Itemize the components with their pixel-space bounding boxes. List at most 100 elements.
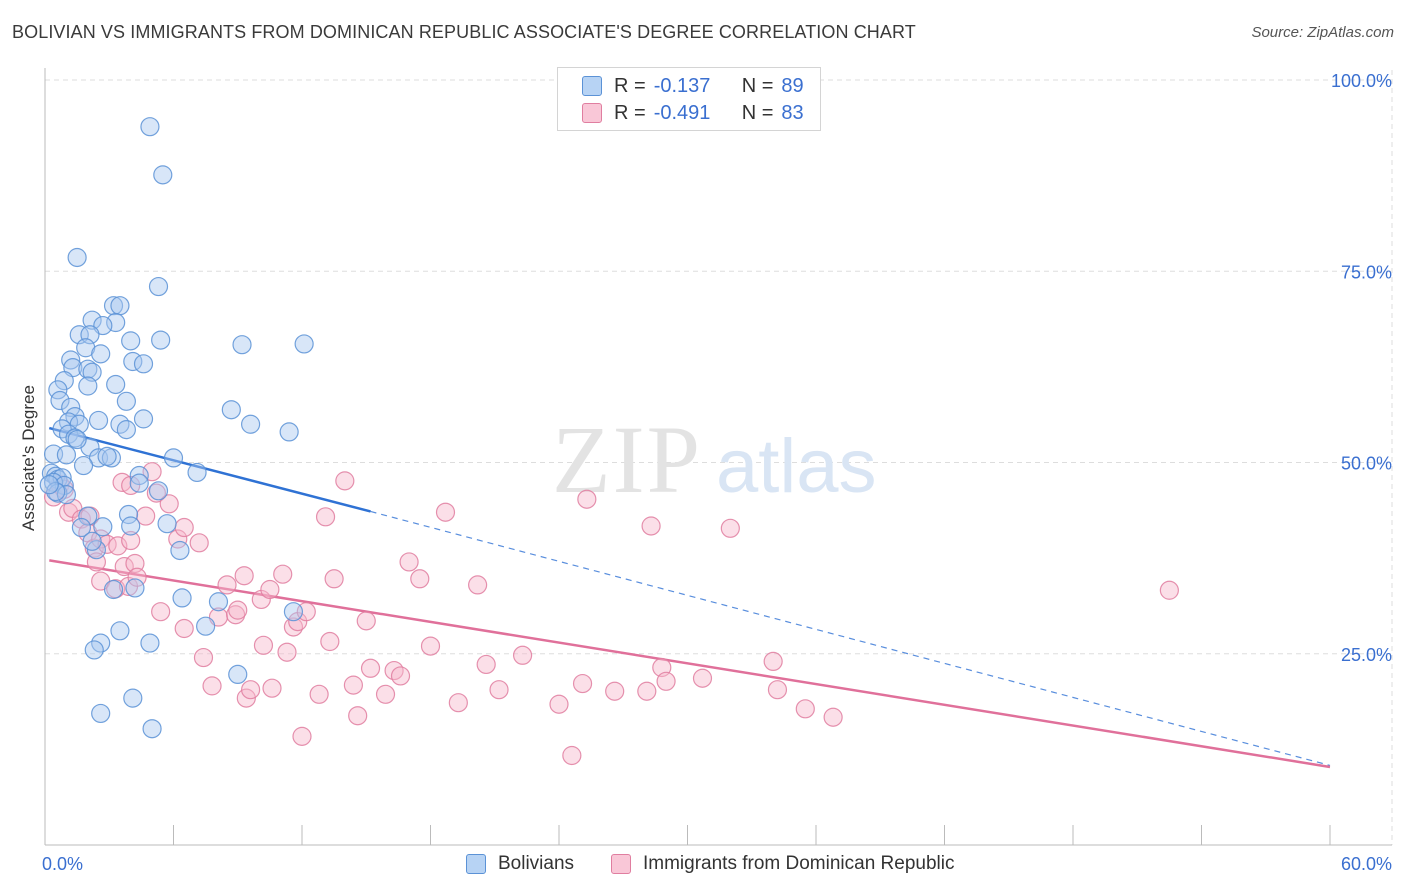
data-point-dominican <box>720 518 740 538</box>
data-point-dominican <box>277 642 297 662</box>
trend-line-dominican <box>49 559 1331 769</box>
data-point-dominican <box>1159 580 1179 600</box>
y-tick-label: 25.0% <box>1341 645 1392 665</box>
data-point-bolivian <box>67 429 87 450</box>
data-point-bolivian <box>103 296 124 316</box>
data-point-bolivian <box>142 719 162 739</box>
data-point-bolivian <box>283 602 304 622</box>
data-point-dominican <box>348 706 368 726</box>
data-point-dominican <box>512 645 533 665</box>
data-point-bolivian <box>196 616 216 636</box>
y-tick-label: 50.0% <box>1341 454 1392 474</box>
data-point-bolivian <box>133 354 154 374</box>
data-point-bolivian <box>78 506 98 526</box>
data-point-dominican <box>168 529 188 549</box>
data-point-bolivian <box>56 445 77 465</box>
legend-n-value: 89 <box>781 74 804 97</box>
data-point-dominican <box>572 673 593 694</box>
watermark-atlas: atlas <box>716 424 877 509</box>
data-point-dominican <box>767 680 788 700</box>
x-tick-label-min: 0.0% <box>42 854 83 874</box>
data-point-bolivian <box>125 578 145 598</box>
data-point-bolivian <box>129 465 149 486</box>
data-point-bolivian <box>279 422 299 442</box>
data-point-bolivian <box>221 400 241 420</box>
data-point-bolivian <box>39 475 59 495</box>
data-point-bolivian <box>133 409 154 429</box>
data-point-bolivian <box>110 296 130 316</box>
data-point-dominican <box>292 726 312 746</box>
data-point-dominican <box>384 660 404 681</box>
data-point-bolivian <box>121 516 141 536</box>
data-point-bolivian <box>73 455 94 476</box>
data-point-bolivian <box>50 390 70 411</box>
data-point-bolivian <box>228 664 248 685</box>
data-point-dominican <box>795 699 815 719</box>
data-point-bolivian <box>82 310 102 330</box>
axis-labels: 25.0% 50.0% 75.0% 100.0% 0.0% 60.0% Associate'… <box>19 71 1392 874</box>
legend-r-value: -0.491 <box>653 101 711 124</box>
data-point-bolivian <box>116 420 136 440</box>
data-point-dominican <box>692 668 713 688</box>
bottom-legend-dominican: Immigrants from Dominican Republic <box>611 852 955 876</box>
data-point-dominican <box>343 675 363 695</box>
legend-r-label: R = <box>614 101 646 124</box>
bottom-legend-bolivians: Bolivians <box>466 852 574 876</box>
data-point-dominican <box>315 507 336 527</box>
data-point-bolivian <box>67 247 87 268</box>
data-point-dominican <box>390 666 411 686</box>
data-point-bolivian <box>110 414 130 434</box>
data-point-dominican <box>410 569 430 589</box>
data-point-dominican <box>260 579 280 600</box>
stats-legend: R = -0.137 N = 89 R = -0.491 N = 83 <box>557 67 821 131</box>
bottom-legend-swatch-pink <box>611 854 631 874</box>
data-point-bolivian <box>88 410 109 431</box>
data-point-bolivian <box>118 504 139 525</box>
data-point-dominican <box>217 575 237 595</box>
legend-n-label: N = <box>741 101 774 124</box>
data-point-bolivian <box>148 481 169 501</box>
data-point-bolivian <box>110 621 130 641</box>
trend-line-bolivians <box>48 426 371 513</box>
data-point-dominican <box>193 647 214 668</box>
legend-r-value: -0.137 <box>653 74 711 97</box>
data-point-bolivian <box>121 331 141 351</box>
data-point-bolivian <box>61 350 81 370</box>
data-point-dominican <box>435 502 456 522</box>
data-point-bolivian <box>71 517 92 538</box>
data-point-dominican <box>375 684 396 704</box>
data-point-bolivian <box>91 344 111 364</box>
data-point-bolivian <box>93 517 113 537</box>
source-label: Source: ZipAtlas.com <box>1251 24 1394 41</box>
data-point-dominican <box>356 611 376 631</box>
data-point-dominican <box>108 536 128 556</box>
data-point-dominican <box>335 471 355 491</box>
data-point-bolivian <box>106 374 126 395</box>
legend-r-label: R = <box>614 74 646 97</box>
bottom-legend-swatch-blue <box>466 854 486 874</box>
legend-n-value: 83 <box>781 101 804 124</box>
data-point-bolivian <box>157 514 177 534</box>
data-point-bolivian <box>294 334 314 354</box>
legend-row-dominican: R = -0.491 N = 83 <box>582 101 804 125</box>
data-point-dominican <box>174 618 194 639</box>
data-point-dominican <box>273 564 293 584</box>
data-point-dominican <box>476 654 496 675</box>
data-point-bolivian <box>140 633 160 653</box>
data-point-dominican <box>448 693 468 713</box>
data-point-dominican <box>253 635 274 655</box>
data-point-bolivian <box>82 531 102 551</box>
data-point-bolivian <box>241 414 261 434</box>
data-point-bolivian <box>56 485 77 505</box>
data-point-dominican <box>174 517 194 538</box>
data-point-dominican <box>202 676 222 696</box>
legend-row-bolivians: R = -0.137 N = 89 <box>582 74 804 98</box>
data-point-bolivian <box>163 448 184 468</box>
data-point-bolivian <box>116 391 136 411</box>
data-point-dominican <box>228 600 248 620</box>
data-point-dominican <box>763 651 783 672</box>
data-point-bolivian <box>78 376 98 396</box>
data-point-bolivian <box>91 703 111 724</box>
data-point-dominican <box>159 494 179 514</box>
series-dominican-republic-points <box>43 462 1179 766</box>
